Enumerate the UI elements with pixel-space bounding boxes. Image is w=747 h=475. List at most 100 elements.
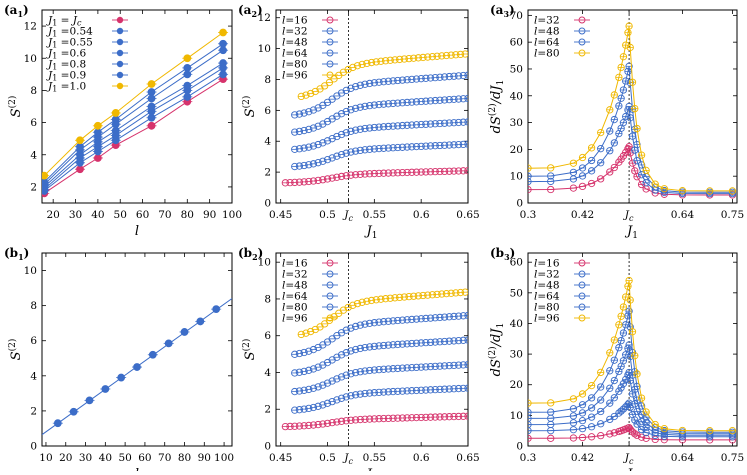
y-tick-label: 0	[516, 441, 523, 453]
y-tick-label: 8	[264, 293, 271, 305]
y-tick-label: 40	[510, 90, 523, 102]
x-tick-label: 0.65	[456, 209, 479, 221]
data-point	[219, 70, 227, 79]
series-l=16	[528, 423, 737, 444]
series-l=48	[528, 368, 737, 439]
plot-area	[528, 276, 737, 444]
x-tick-label: 0.42	[571, 452, 594, 464]
x-axis-label: J1	[624, 467, 638, 471]
data-point	[42, 171, 49, 180]
series-J₁ =0.9	[42, 39, 229, 186]
y-axis-label: S(2)	[241, 96, 258, 118]
data-point	[147, 80, 156, 88]
y-tick-label: 0	[30, 441, 37, 453]
x-tick-label: 0.64	[671, 452, 695, 464]
x-axis-label: l	[135, 224, 139, 239]
x-tick-label: 0.5	[319, 209, 336, 221]
y-tick-label: 0	[264, 441, 271, 453]
series-l=64	[291, 336, 468, 377]
legend-label: l=48	[282, 37, 308, 49]
y-tick-label: 70	[510, 10, 523, 22]
y-tick-label: 12	[24, 21, 37, 33]
y-tick-label: 8	[30, 85, 37, 97]
data-point	[219, 59, 227, 67]
plot-frame	[41, 9, 233, 204]
legend-label: J1 =0.6	[46, 48, 86, 61]
legend-marker	[578, 303, 586, 311]
y-tick-label: 50	[510, 63, 523, 75]
legend-marker	[116, 49, 124, 57]
legend-label: J1 =1.0	[46, 81, 86, 94]
legend: l=16l=32l=48l=64l=80l=96	[534, 258, 590, 325]
legend-label: l=64	[282, 291, 308, 303]
legend-marker	[116, 71, 124, 79]
data-point	[76, 165, 84, 174]
data-point	[111, 126, 120, 135]
y-tick-label: 8	[264, 74, 271, 86]
x-tick-label: 90	[198, 452, 211, 464]
legend-marker	[578, 38, 586, 46]
y-tick-label: 0	[264, 198, 271, 210]
data-point	[76, 142, 84, 151]
y-tick-label: 10	[24, 53, 37, 65]
data-point	[147, 88, 156, 96]
legend-marker	[326, 27, 334, 35]
x-tick-label: 80	[178, 452, 191, 464]
legend-marker	[116, 60, 124, 68]
panel-label: (a1)	[4, 3, 29, 19]
x-tick-label: 40	[91, 209, 104, 221]
data-point	[219, 39, 227, 48]
data-point	[85, 396, 94, 405]
legend-marker	[326, 71, 334, 79]
data-point	[76, 136, 84, 145]
data-point	[183, 64, 192, 72]
y-tick-label: 2	[264, 404, 271, 416]
plot-frame	[41, 252, 233, 447]
legend: l=16l=32l=48l=64l=80l=96	[282, 258, 338, 325]
series-line	[528, 145, 733, 196]
y-axis-label: S(2)	[241, 339, 258, 361]
series-data	[52, 305, 222, 428]
x-tick-label: 0.55	[363, 452, 386, 464]
y-axis-label: dS(2)/dJ1	[487, 80, 506, 134]
legend-label: J1 =0.55	[46, 37, 93, 50]
x-tick-label: Jc	[623, 209, 634, 223]
legend-marker	[326, 270, 334, 278]
series-l=32	[291, 140, 468, 171]
x-axis-label: l	[135, 467, 139, 471]
series-l=64	[528, 62, 737, 196]
legend-label: l=32	[282, 269, 308, 281]
data-point	[111, 109, 120, 117]
x-tick-label: 0.42	[571, 209, 594, 221]
y-tick-label: 20	[510, 379, 523, 391]
x-tick-label: 0.45	[269, 209, 292, 221]
data-point	[164, 339, 173, 348]
y-tick-label: 0	[516, 198, 523, 210]
x-tick-label: 70	[158, 452, 171, 464]
x-tick-label: 30	[79, 452, 92, 464]
plot-area	[281, 288, 468, 431]
series-J₁ =1.0	[42, 28, 229, 180]
series-l=48	[291, 118, 468, 154]
plot-area	[42, 298, 232, 436]
y-tick-label: 2	[30, 405, 37, 417]
legend-marker	[116, 38, 124, 46]
series-l=16	[281, 167, 468, 187]
plot-area	[281, 50, 468, 187]
legend-label: l=80	[534, 302, 560, 314]
x-tick-label: 0.45	[269, 452, 292, 464]
x-tick-label: 0.5	[319, 452, 336, 464]
series-l=80	[291, 71, 468, 119]
data-point	[69, 407, 78, 416]
legend-label: J1 =0.8	[46, 59, 86, 72]
panel-a3: 0.3 0.42 Jc 0.64 0.75 0 10 20 30 40 50 60 70 J1 dS(2)/…	[487, 3, 744, 241]
x-tick-label: 60	[136, 209, 149, 221]
y-tick-label: 2	[30, 181, 37, 193]
legend-label: J1 =0.54	[46, 26, 93, 39]
x-tick-label: 90	[203, 209, 216, 221]
series-l=32	[291, 384, 468, 414]
data-point	[180, 328, 189, 336]
y-axis-label: S(2)	[7, 96, 24, 118]
legend-marker	[578, 49, 586, 57]
